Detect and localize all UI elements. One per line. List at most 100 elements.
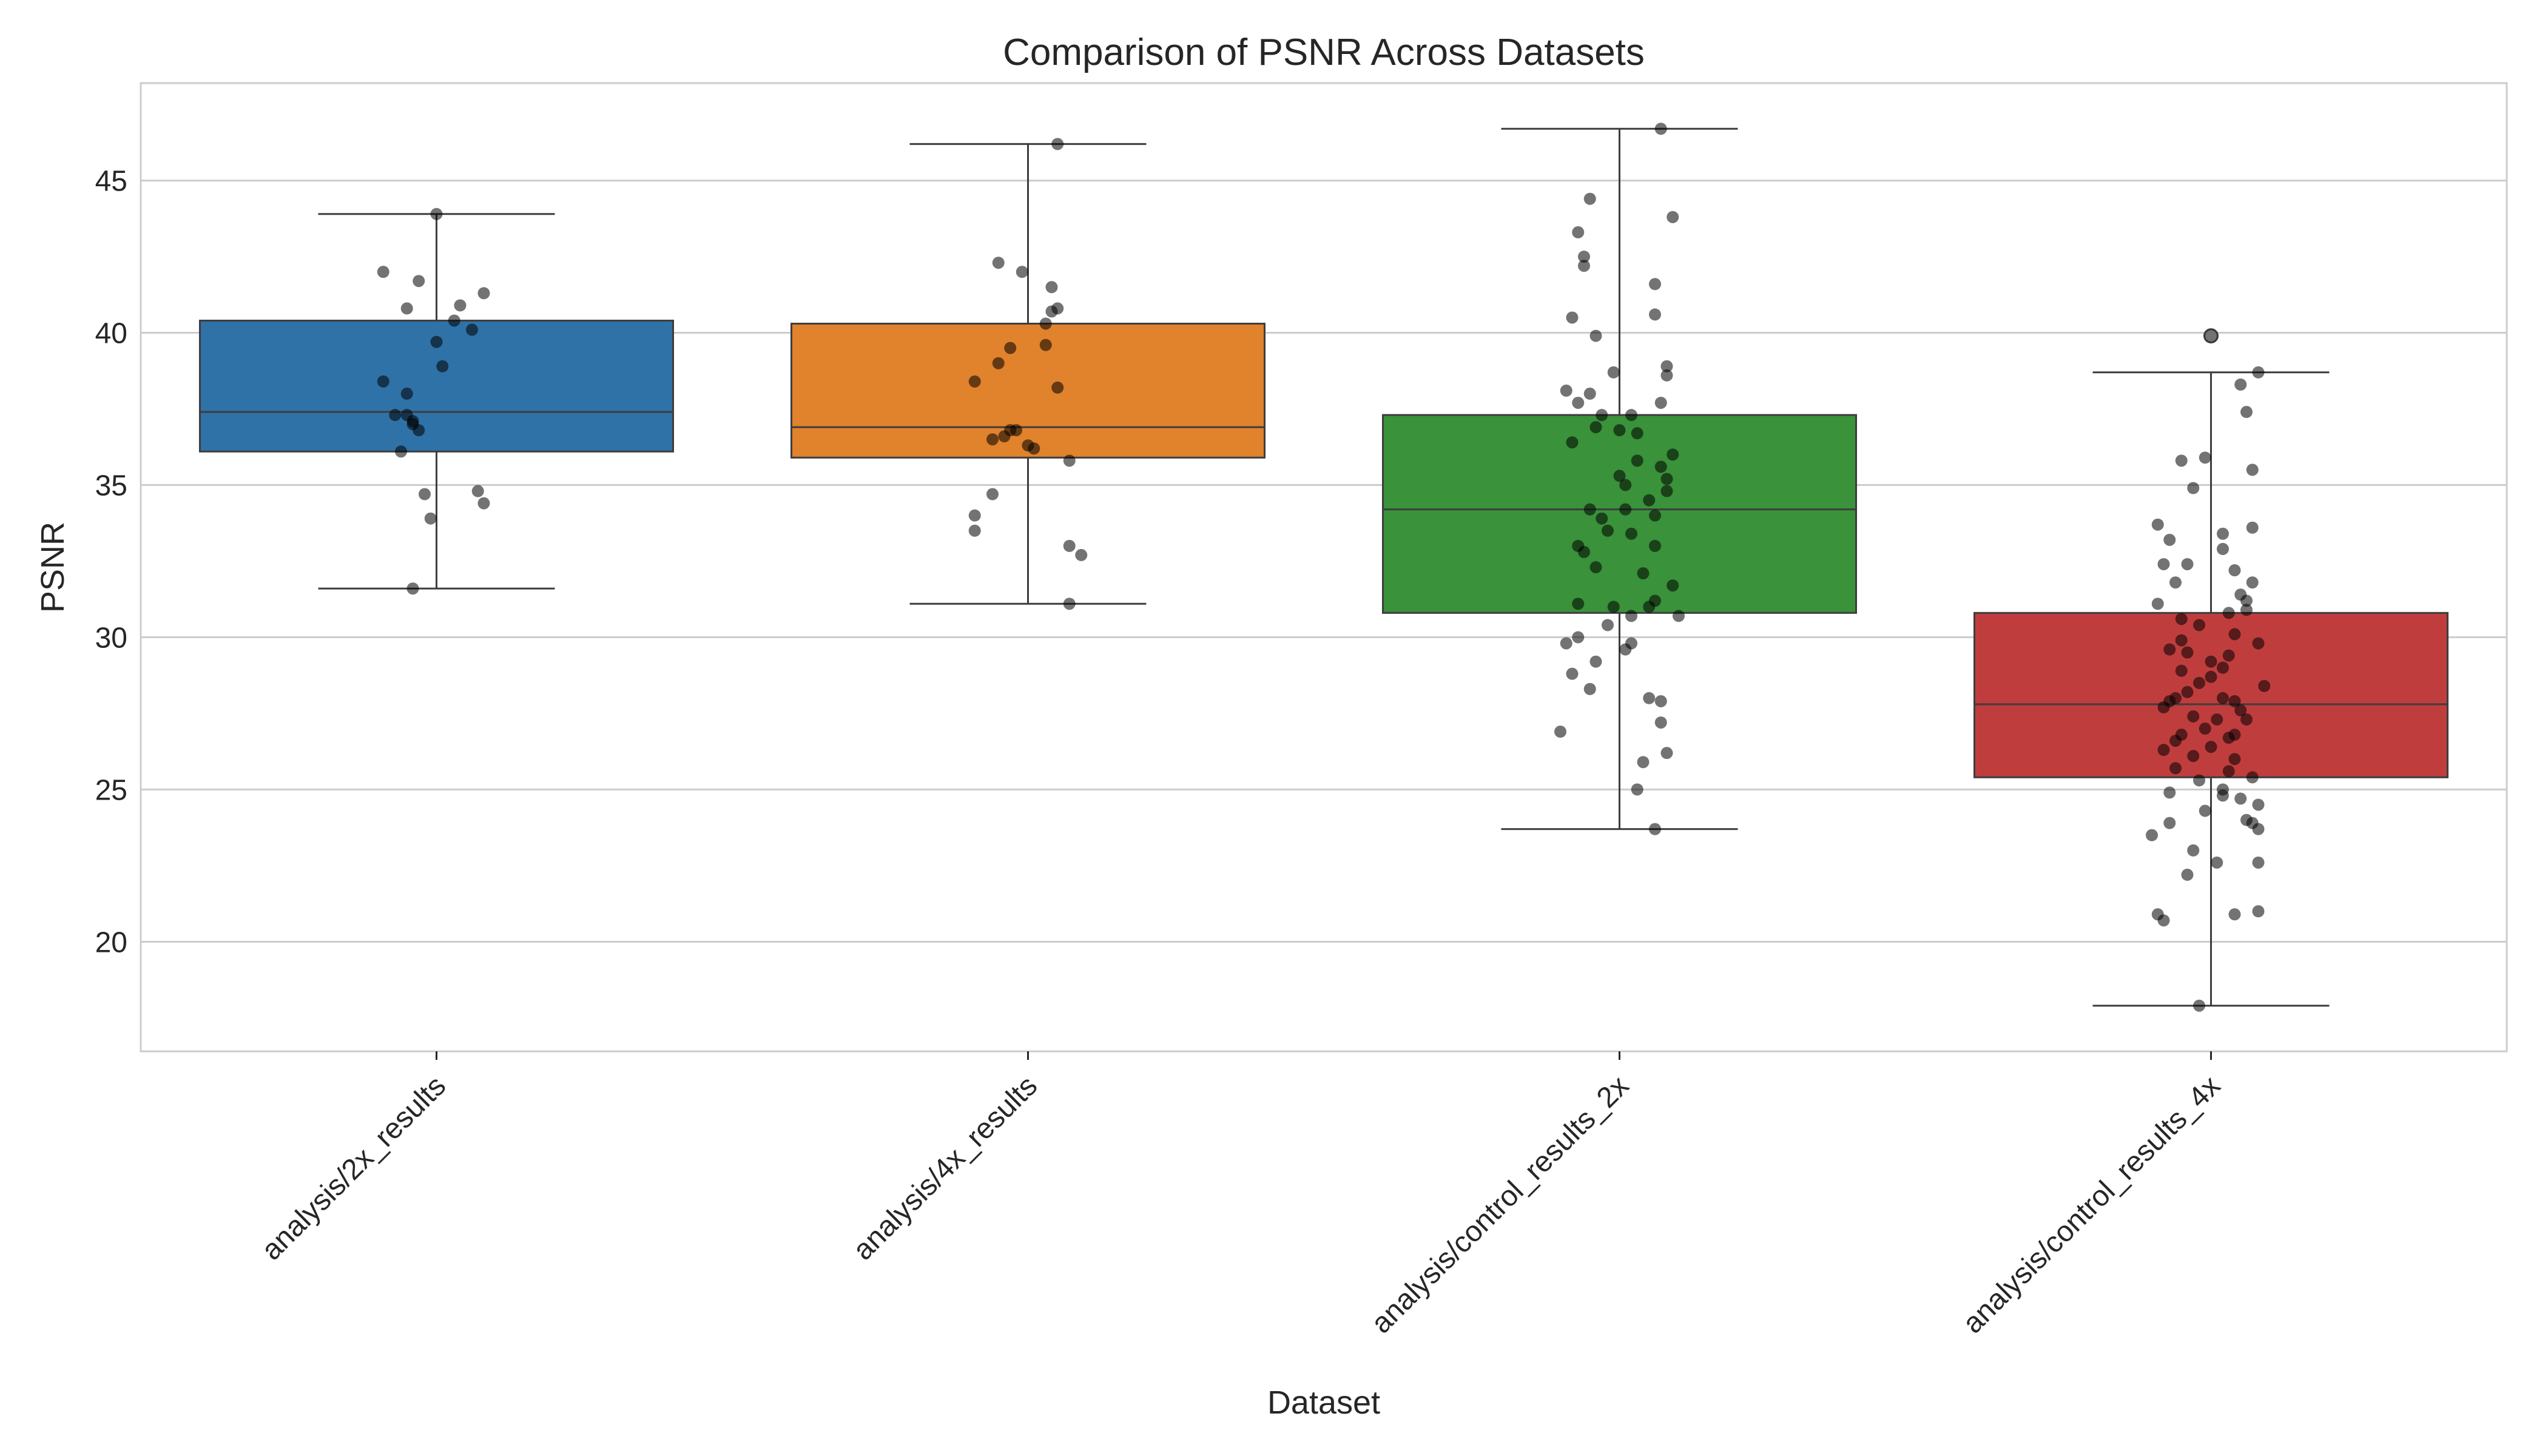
data-point	[1560, 637, 1572, 650]
data-point	[1589, 421, 1602, 434]
data-point	[2157, 744, 2170, 757]
data-point	[2246, 463, 2259, 476]
data-point	[477, 287, 490, 300]
data-point	[1619, 503, 1632, 516]
data-point	[2199, 804, 2211, 817]
data-point	[1625, 409, 1637, 422]
data-point	[1572, 598, 1585, 610]
data-point	[2252, 856, 2265, 869]
data-point	[395, 445, 407, 458]
data-point	[1045, 305, 1058, 318]
data-point	[471, 485, 484, 497]
data-point	[2199, 723, 2211, 735]
data-point	[2181, 868, 2194, 881]
data-point	[1649, 308, 1661, 321]
data-point	[1039, 339, 1052, 351]
chart-title: Comparison of PSNR Across Datasets	[1003, 32, 1645, 73]
data-point	[1596, 409, 1608, 422]
data-point	[1660, 747, 1673, 760]
data-point	[2217, 692, 2229, 704]
data-point	[2252, 366, 2265, 379]
data-point	[1649, 595, 1661, 607]
x-tick-label: analysis/2x_results	[255, 1070, 452, 1266]
data-point	[968, 509, 981, 522]
data-point	[2217, 661, 2229, 674]
data-point	[1051, 381, 1064, 394]
data-point	[1660, 485, 1673, 497]
data-point	[2205, 670, 2217, 683]
data-point	[1554, 726, 1566, 738]
data-point	[1566, 667, 1579, 680]
data-point	[2217, 542, 2229, 555]
data-point	[2252, 637, 2265, 650]
data-point	[968, 375, 981, 388]
x-tick-label: analysis/control_results_4x	[1956, 1070, 2226, 1340]
data-point	[2199, 451, 2211, 464]
data-point	[1631, 427, 1643, 440]
box-series	[199, 127, 2449, 1007]
data-point	[2163, 533, 2176, 546]
data-point	[2163, 817, 2176, 829]
x-axis-ticks: analysis/2x_results analysis/4x_results an…	[255, 1051, 2226, 1340]
data-point	[466, 323, 478, 336]
data-point	[1643, 692, 1656, 704]
data-point	[1589, 655, 1602, 668]
data-point	[1649, 823, 1661, 835]
data-point	[2228, 628, 2241, 641]
data-point	[1063, 454, 1076, 467]
y-tick-label: 25	[95, 774, 127, 806]
data-point	[2240, 604, 2253, 616]
data-point	[2252, 905, 2265, 918]
data-point	[2146, 829, 2158, 841]
data-point	[1649, 278, 1661, 291]
x-tick-label: analysis/control_results_2x	[1365, 1070, 1635, 1340]
data-point	[1566, 311, 1579, 324]
data-point	[1643, 494, 1656, 507]
data-point	[1063, 598, 1076, 610]
data-point	[430, 207, 443, 220]
data-point	[1016, 266, 1028, 278]
data-point	[406, 415, 419, 428]
data-point	[2187, 844, 2200, 857]
data-point	[2234, 792, 2247, 805]
data-point	[1654, 716, 1667, 729]
data-point	[1578, 545, 1590, 558]
data-point	[1654, 695, 1667, 707]
data-point	[1667, 211, 1679, 223]
data-point	[2222, 607, 2235, 619]
data-point	[2169, 762, 2182, 775]
data-point	[2163, 643, 2176, 656]
data-point	[377, 375, 389, 388]
data-point	[1572, 396, 1585, 409]
data-point	[2240, 406, 2253, 419]
data-point	[2169, 692, 2182, 704]
data-point	[2175, 454, 2188, 467]
data-point	[413, 424, 425, 437]
data-point	[477, 497, 490, 510]
data-point	[1619, 643, 1632, 656]
data-point	[2157, 914, 2170, 927]
data-point	[400, 302, 413, 315]
data-point	[1578, 260, 1590, 272]
data-point	[1613, 424, 1626, 437]
data-point	[1637, 567, 1650, 580]
data-point	[2205, 329, 2217, 342]
data-point	[2163, 786, 2176, 799]
data-point	[2211, 856, 2223, 869]
data-point	[992, 257, 1005, 269]
box-1	[199, 213, 674, 590]
data-point	[1660, 360, 1673, 372]
data-point	[2234, 378, 2247, 391]
data-point	[2169, 576, 2182, 589]
data-point	[1063, 539, 1076, 552]
y-tick-label: 45	[95, 166, 127, 198]
y-tick-label: 35	[95, 470, 127, 502]
data-point	[454, 299, 467, 312]
data-point	[1637, 756, 1650, 769]
data-point	[2217, 783, 2229, 796]
data-point	[1631, 783, 1643, 796]
data-point	[1578, 251, 1590, 263]
data-point	[2240, 713, 2253, 726]
data-point	[2181, 558, 2194, 570]
